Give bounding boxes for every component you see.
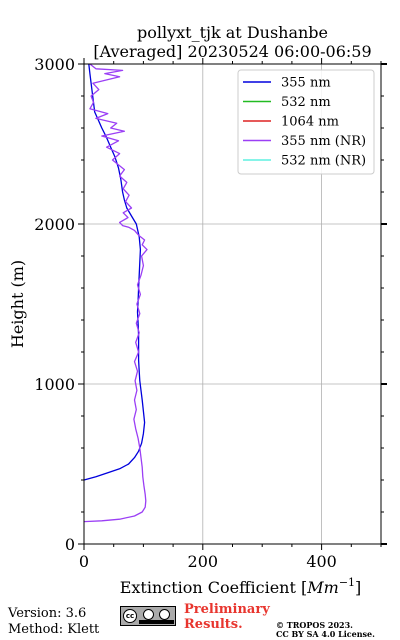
extinction-profile-chart: 0 200 400 0 1000 2000 3000 pollyxt_tjk at Dusha… (0, 0, 400, 600)
x-axis-label: Extinction Coefficient [Mm−1] (120, 576, 362, 597)
x-axis-label-tail: ] (355, 578, 361, 597)
cc-icon: cc (123, 609, 137, 623)
y-tick-label: 3000 (34, 55, 75, 74)
cc-license-logo: cc (120, 606, 176, 626)
legend-label-2: 1064 nm (281, 115, 339, 130)
y-axis-label: Height (m) (8, 260, 27, 348)
legend-label-3: 355 nm (NR) (281, 134, 366, 149)
x-tick-label: 200 (188, 552, 219, 571)
by-icon (143, 609, 154, 620)
sa-icon (159, 609, 170, 620)
y-tick-label: 2000 (34, 215, 75, 234)
preliminary-line-1: Preliminary (184, 602, 270, 617)
x-axis-label-text: Extinction Coefficient [ (120, 578, 308, 597)
preliminary-notice: Preliminary Results. (184, 602, 270, 632)
version-method-info: Version: 3.6 Method: Klett (8, 606, 99, 638)
copyright-notice: © TROPOS 2023. CC BY SA 4.0 License. (276, 621, 375, 639)
version-text: Version: 3.6 (8, 606, 99, 622)
series-line-0 (84, 64, 145, 480)
legend-label-4: 532 nm (NR) (281, 154, 366, 169)
copyright-line-2: CC BY SA 4.0 License. (276, 630, 375, 639)
legend-label-0: 355 nm (281, 76, 331, 91)
y-tick-label: 1000 (34, 375, 75, 394)
chart-subtitle: [Averaged] 20230524 06:00-06:59 (93, 42, 371, 61)
preliminary-line-2: Results. (184, 617, 270, 632)
x-axis-label-exponent: −1 (339, 576, 355, 589)
x-tick-label: 400 (306, 552, 337, 571)
legend-label-1: 532 nm (281, 95, 331, 110)
license-bar (139, 620, 174, 624)
x-tick-label: 0 (79, 552, 89, 571)
y-tick-label: 0 (65, 535, 75, 554)
x-axis-label-unit: Mm (306, 578, 339, 597)
method-text: Method: Klett (8, 622, 99, 638)
chart-title: pollyxt_tjk at Dushanbe (137, 23, 328, 42)
legend: 355 nm 532 nm 1064 nm 355 nm (NR) 532 nm (NR… (238, 70, 374, 174)
